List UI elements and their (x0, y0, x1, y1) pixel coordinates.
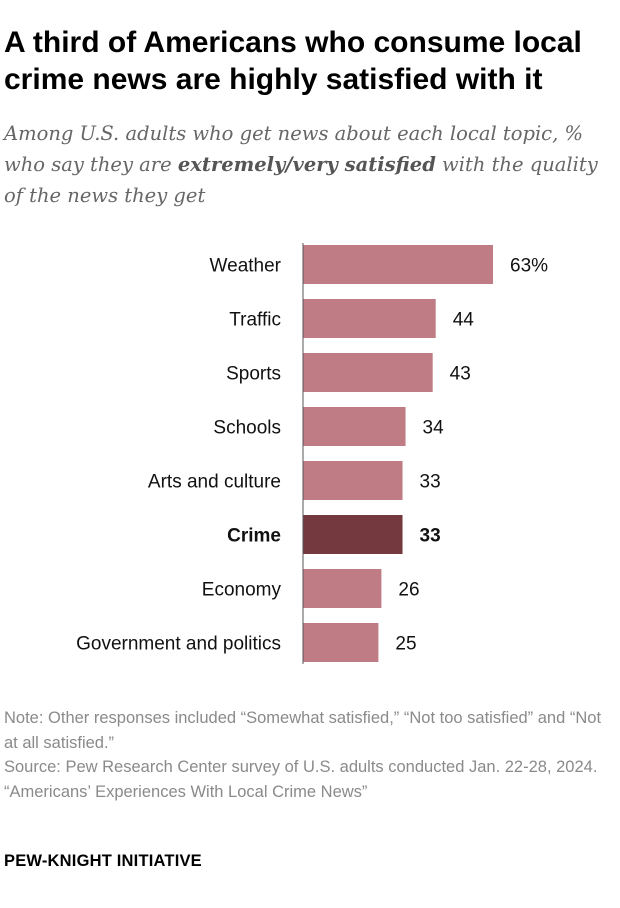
value-label: 44 (453, 310, 475, 331)
chart-title: A third of Americans who consume local c… (4, 26, 582, 96)
bar-schools (303, 407, 406, 446)
category-label: Schools (213, 418, 281, 439)
chart-subtitle: Among U.S. adults who get news about eac… (4, 118, 614, 211)
report-title: “Americans’ Experiences With Local Crime… (4, 782, 368, 801)
footnotes: Note: Other responses included “Somewhat… (4, 706, 604, 804)
category-label: Government and politics (76, 634, 281, 655)
bar-chart: Weather 63% Traffic 44 Sports 43 Schools 34 Arts… (76, 243, 548, 664)
bar-crime (303, 515, 403, 554)
bar-economy (303, 569, 382, 608)
value-label: 34 (423, 418, 445, 439)
category-label: Arts and culture (148, 472, 281, 493)
category-label: Weather (210, 256, 282, 277)
source-text: Source: Pew Research Center survey of U.… (4, 758, 598, 776)
value-label: 33 (420, 526, 441, 547)
bar-arts-and-culture (303, 461, 403, 500)
note-text: Note: Other responses included “Somewhat… (4, 709, 602, 752)
bar-sports (303, 353, 433, 392)
value-label: 25 (395, 634, 416, 655)
bar-government-and-politics (303, 623, 379, 662)
value-label: 26 (398, 580, 419, 601)
brand-logo-text: PEW-KNIGHT INITIATIVE (4, 852, 202, 870)
subtitle-text-start: Among U.S. adults who get news about eac… (4, 122, 584, 176)
subtitle-text-end: with the quality of the news they get (4, 153, 598, 207)
value-label: 33 (420, 472, 441, 493)
value-label: 63% (510, 256, 548, 277)
category-label: Crime (227, 526, 281, 547)
value-label: 43 (450, 364, 471, 385)
bar-weather (303, 245, 493, 284)
category-label: Sports (226, 364, 281, 385)
category-label: Economy (202, 580, 282, 601)
subtitle-emphasis: extremely/very satisfied (177, 153, 436, 176)
category-label: Traffic (229, 310, 281, 331)
bar-traffic (303, 299, 436, 338)
